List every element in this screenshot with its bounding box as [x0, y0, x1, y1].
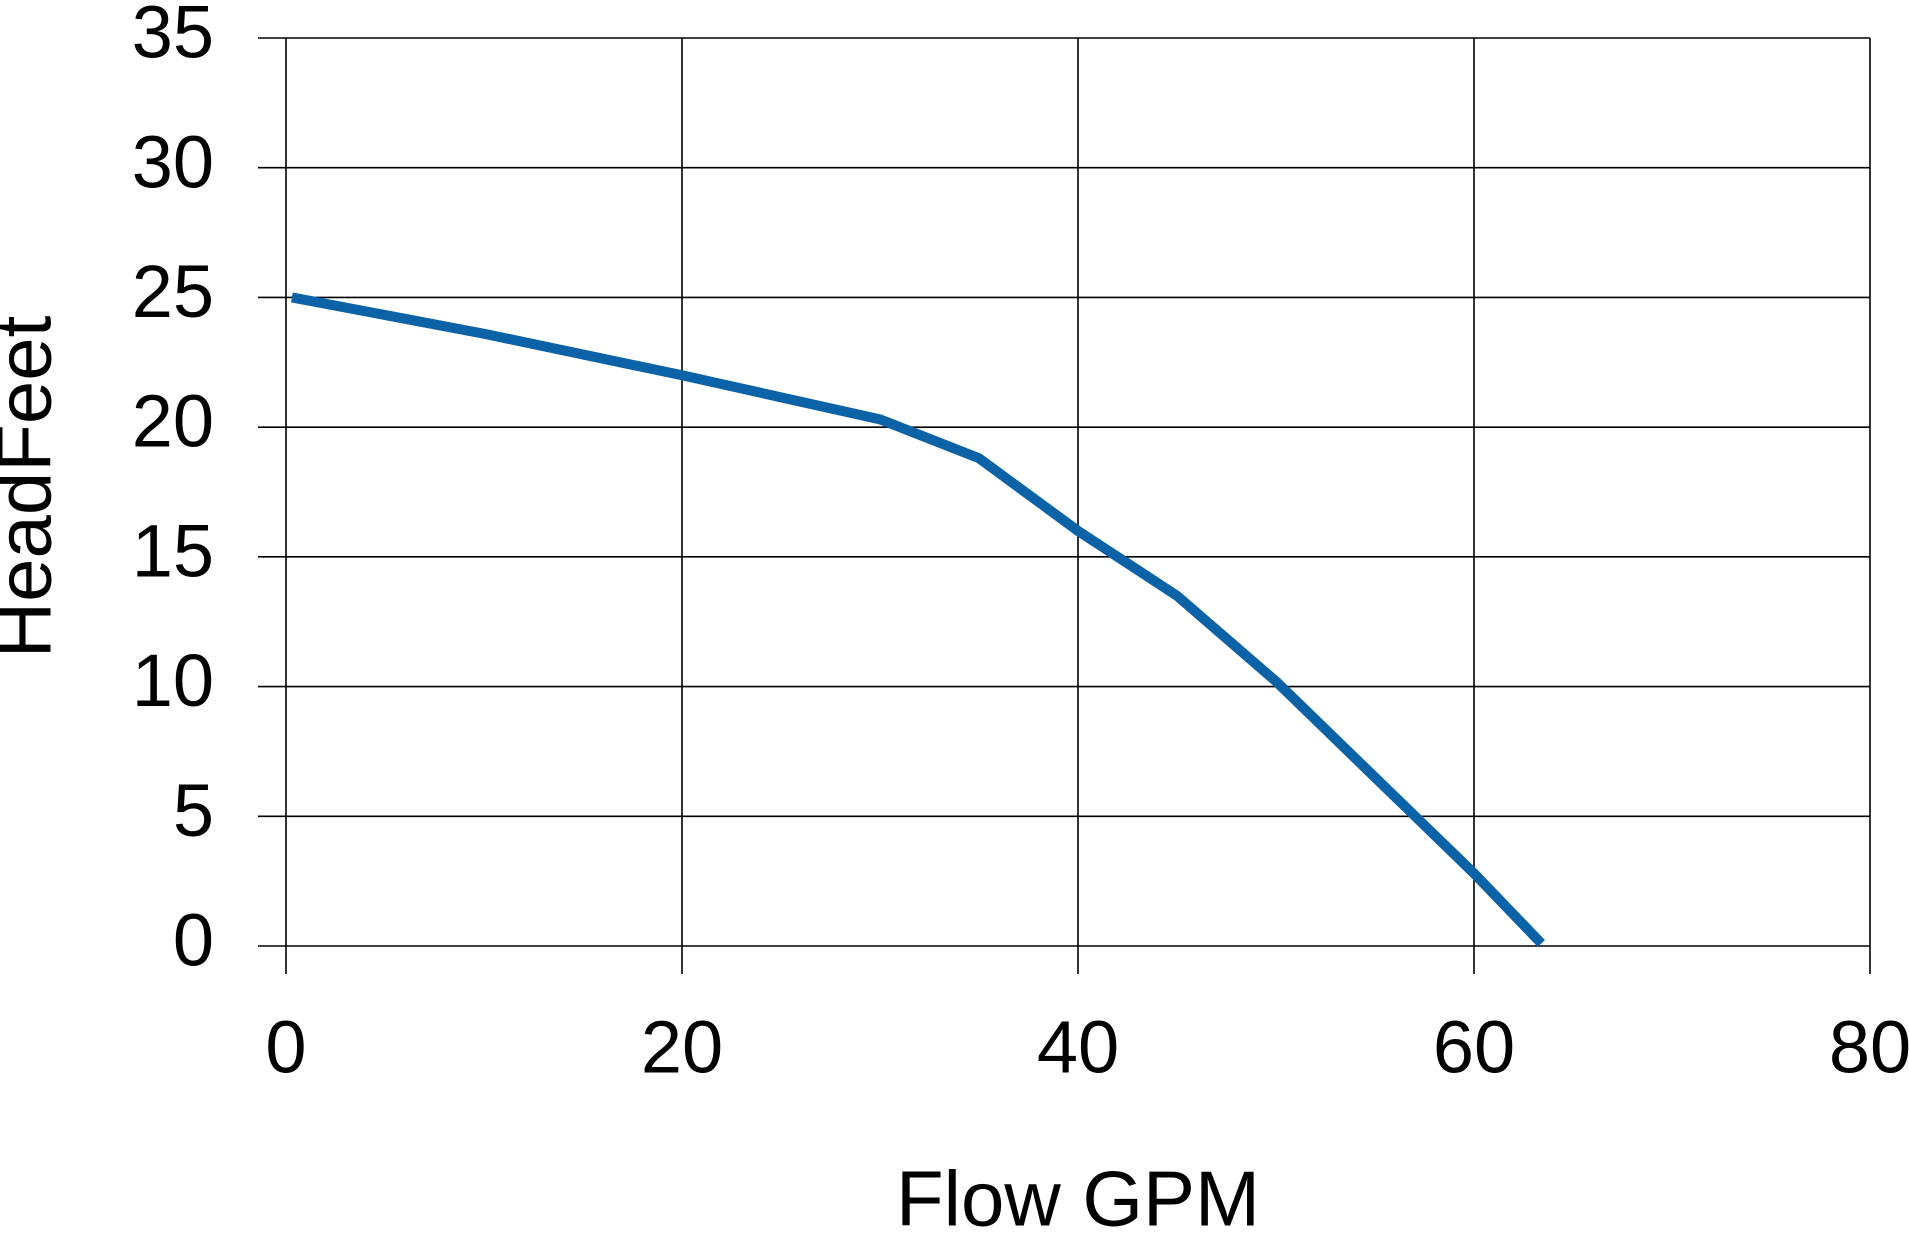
y-tick-label: 20 [132, 380, 214, 463]
x-tick-label: 0 [265, 1006, 306, 1089]
y-tick-label: 30 [132, 120, 214, 203]
x-tick-label: 80 [1829, 1006, 1909, 1089]
y-axis-label: HeadFeet [0, 315, 68, 658]
y-tick-label: 35 [132, 0, 214, 74]
y-tick-label: 10 [132, 639, 214, 722]
x-tick-label: 40 [1037, 1006, 1119, 1089]
x-tick-label: 60 [1433, 1006, 1515, 1089]
x-axis-label: Flow GPM [896, 1155, 1260, 1234]
x-tick-label: 20 [641, 1006, 723, 1089]
y-tick-label: 25 [132, 250, 214, 333]
data-line [291, 292, 1545, 947]
y-tick-label: 15 [132, 509, 214, 592]
y-tick-label: 0 [173, 899, 214, 982]
y-tick-label: 5 [173, 769, 214, 852]
